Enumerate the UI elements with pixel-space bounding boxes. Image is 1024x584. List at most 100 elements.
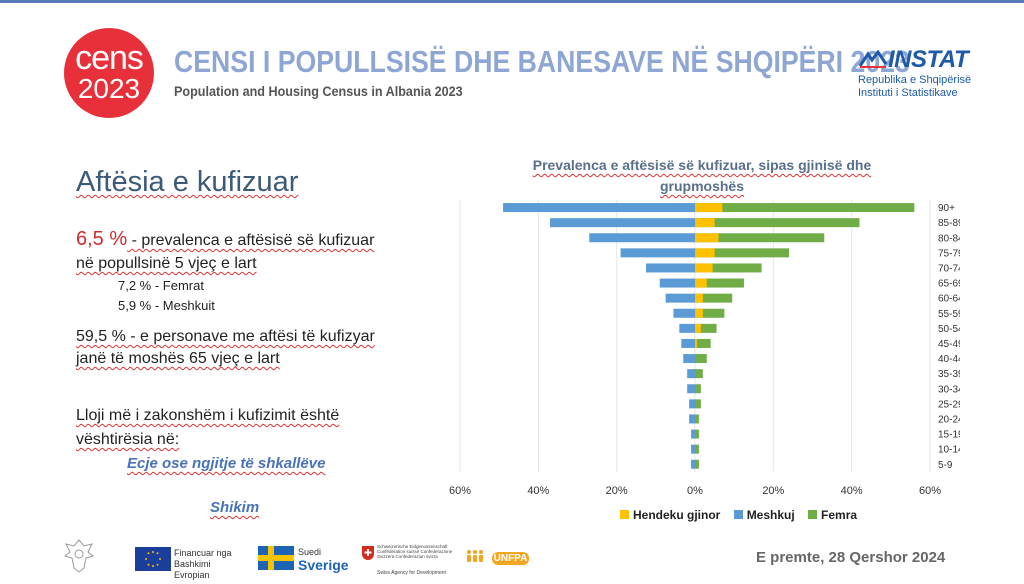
bar-femra <box>695 233 825 243</box>
y-category-label: 40-44 <box>938 354 960 365</box>
bar-meshkuj <box>673 308 695 318</box>
sweden-line1: Suedi <box>298 547 322 557</box>
highlight-seeing: Shikim <box>210 499 260 516</box>
legend-swatch-female <box>808 510 818 519</box>
instat-org-line2: Instituti i Statistikave <box>858 87 958 99</box>
bar-meshkuj <box>550 218 695 228</box>
bar-femra <box>695 399 701 409</box>
x-tick-label: 0% <box>687 485 703 495</box>
x-tick-label: 60% <box>919 485 941 495</box>
x-tick-label: 40% <box>527 485 549 495</box>
highlight-walking: Ecje ose ngjitje të shkallëve <box>127 455 326 472</box>
bar-femra <box>695 203 915 213</box>
y-category-label: 50-54 <box>938 324 960 335</box>
legend-label-female: Femra <box>821 508 858 522</box>
x-tick-label: 20% <box>762 485 784 495</box>
bar-hendeku-gjinor <box>695 218 715 228</box>
unfpa-people-icon <box>467 550 483 562</box>
y-category-label: 30-34 <box>938 384 960 395</box>
instat-brand-text: INSTAT <box>888 46 969 73</box>
swiss-shield-icon <box>362 546 374 560</box>
male-rate: 5,9 % - Meshkuit <box>118 298 215 313</box>
bar-femra <box>695 248 789 258</box>
instat-org-line1: Republika e Shqipërisë <box>858 74 972 86</box>
y-category-label: 35-39 <box>938 369 960 380</box>
bar-femra <box>695 263 762 273</box>
y-category-label: 60-64 <box>938 294 960 305</box>
page-subtitle: Population and Housing Census in Albania… <box>174 83 463 99</box>
logo-line1: cens <box>75 39 144 77</box>
page-title: CENSI I POPULLSISË DHE BANESAVE NË SHQIP… <box>174 44 910 79</box>
bar-femra <box>695 369 703 379</box>
eu-funding-text: Financuar nga Bashkimi Evropian <box>174 548 232 580</box>
y-category-label: 25-29 <box>938 399 960 410</box>
y-category-label: 45-49 <box>938 339 960 350</box>
female-rate: 7,2 % - Femrat <box>118 278 204 293</box>
bar-meshkuj <box>659 278 695 288</box>
bar-meshkuj <box>503 203 695 213</box>
x-tick-label: 20% <box>606 485 628 495</box>
y-category-label: 10-14 <box>938 445 960 456</box>
bar-femra <box>695 293 733 303</box>
sweden-text: Suedi Sverige <box>298 546 349 572</box>
y-category-label: 70-74 <box>938 263 960 274</box>
bar-hendeku-gjinor <box>695 338 697 348</box>
pyramid-chart: 60% 40% 20% 0% 20% 40% 60% 90+ 85-89 80-84 75-79 70… <box>449 200 960 495</box>
bar-meshkuj <box>589 233 695 243</box>
bar-meshkuj <box>683 354 695 364</box>
date-text: E premte, 28 Qershor 2024 <box>756 549 946 566</box>
bar-hendeku-gjinor <box>695 323 701 333</box>
elderly-share-paragraph: 59,5 % - e personave me aftësi të kufizy… <box>76 328 375 367</box>
bar-hendeku-gjinor <box>695 293 703 303</box>
instat-logo: INSTAT Republika e Shqipërisë Instituti … <box>858 46 988 100</box>
bar-hendeku-gjinor <box>695 263 713 273</box>
bar-femra <box>695 308 725 318</box>
bar-meshkuj <box>679 323 695 333</box>
y-category-label: 65-69 <box>938 279 960 290</box>
y-category-label: 75-79 <box>938 248 960 259</box>
eu-flag-icon <box>135 547 171 571</box>
albania-emblem-icon <box>62 536 96 576</box>
bar-meshkuj <box>681 338 695 348</box>
bar-hendeku-gjinor <box>695 233 719 243</box>
common-type-paragraph: Lloji më i zakonshëm i kufizimit është v… <box>76 407 340 448</box>
y-category-label: 90+ <box>938 203 955 214</box>
bar-femra <box>695 429 699 439</box>
y-category-label: 85-89 <box>938 218 960 229</box>
y-category-label: 55-59 <box>938 309 960 320</box>
sweden-flag-icon <box>258 546 294 570</box>
bar-meshkuj <box>689 399 695 409</box>
x-tick-label: 40% <box>841 485 863 495</box>
cens-logo: cens 2023 <box>64 28 154 118</box>
bar-femra <box>695 414 699 424</box>
y-category-label: 5-9 <box>938 460 953 471</box>
bar-femra <box>695 444 699 454</box>
legend-swatch-gap <box>620 510 629 519</box>
bar-meshkuj <box>691 459 695 469</box>
bar-meshkuj <box>646 263 695 273</box>
bar-meshkuj <box>665 293 695 303</box>
bar-femra <box>695 384 701 394</box>
bar-hendeku-gjinor <box>695 278 707 288</box>
y-category-label: 20-24 <box>938 414 960 425</box>
unfpa-logo: UNFPA <box>466 549 530 565</box>
prevalence-value: 6,5 % <box>76 228 128 250</box>
instat-brand: INSTAT <box>858 46 988 74</box>
legend-label-male: Meshkuj <box>746 508 795 522</box>
bar-femra <box>695 459 699 469</box>
bar-meshkuj <box>689 414 695 424</box>
bar-hendeku-gjinor <box>695 248 715 258</box>
y-category-label: 15-19 <box>938 430 960 441</box>
sweden-line2: Sverige <box>298 557 349 573</box>
bar-femra <box>695 323 717 333</box>
section-title: Aftësia e kufizuar <box>76 166 299 198</box>
bar-femra <box>695 218 860 228</box>
prevalence-paragraph: 6,5 % - prevalenca e aftësisë së kufizua… <box>76 228 376 275</box>
bar-femra <box>695 354 707 364</box>
swiss-agency-text: Swiss Agency for Development <box>377 570 446 576</box>
logo-line2: 2023 <box>77 73 141 104</box>
legend-swatch-male <box>733 510 743 519</box>
chart-legend: Hendeku gjinor Meshkuj Femra <box>610 508 857 522</box>
bar-hendeku-gjinor <box>695 203 723 213</box>
bar-femra <box>695 278 744 288</box>
